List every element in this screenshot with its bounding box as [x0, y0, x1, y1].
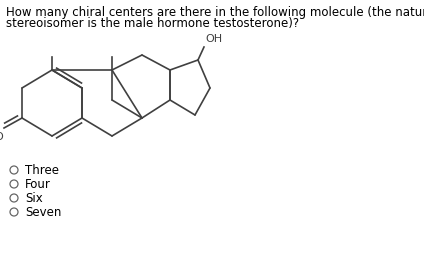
- Text: OH: OH: [205, 34, 222, 44]
- Text: Six: Six: [25, 192, 43, 205]
- Text: O: O: [0, 132, 3, 142]
- Text: stereoisomer is the male hormone testosterone)?: stereoisomer is the male hormone testost…: [6, 17, 299, 30]
- Text: Seven: Seven: [25, 205, 61, 219]
- Text: How many chiral centers are there in the following molecule (the naturally occur: How many chiral centers are there in the…: [6, 6, 424, 19]
- Text: Four: Four: [25, 177, 51, 190]
- Text: Three: Three: [25, 163, 59, 177]
